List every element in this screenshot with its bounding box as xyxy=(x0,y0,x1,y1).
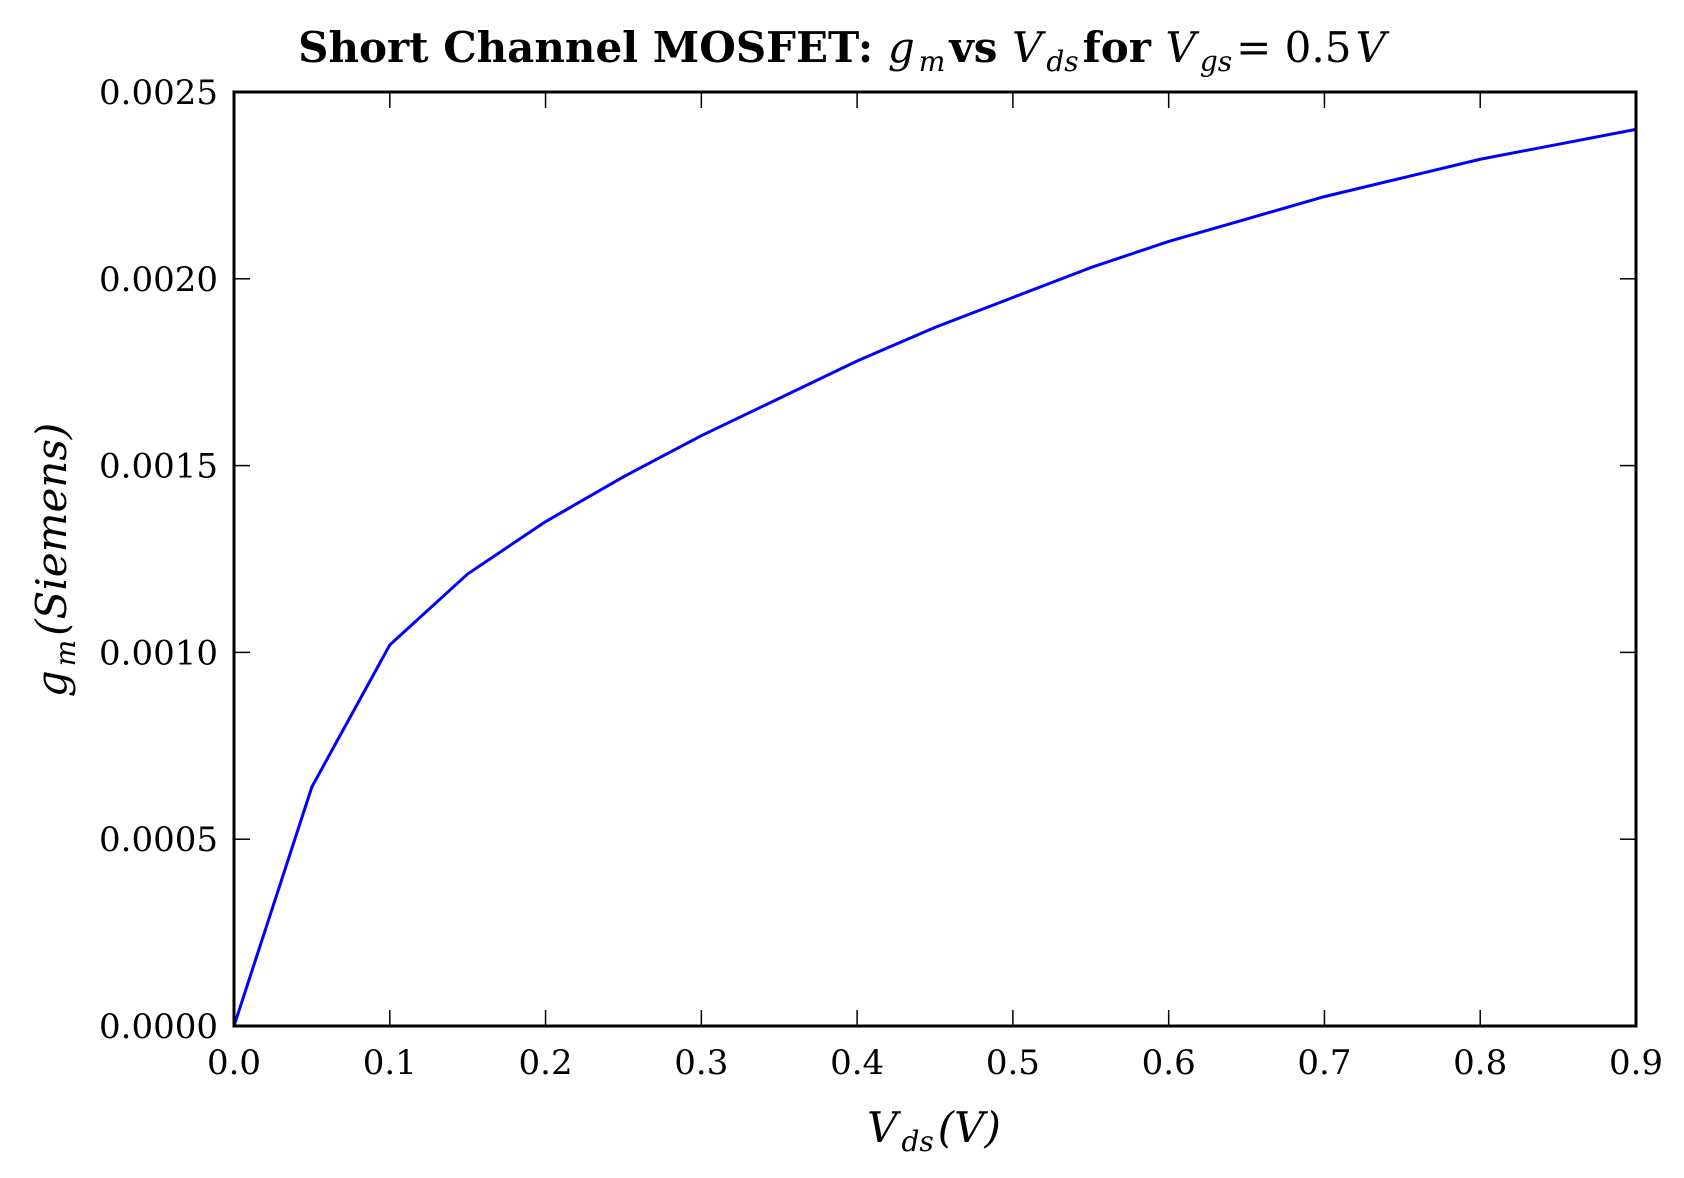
ylabel-sym: g xyxy=(27,670,76,697)
xlabel-sub: ds xyxy=(901,1125,933,1158)
x-tick-label: 0.4 xyxy=(830,1043,884,1083)
title-sub-gs: gs xyxy=(1200,45,1232,78)
ylabel-rest: (Siemens) xyxy=(27,423,76,636)
title-sym-vgs: V xyxy=(1165,23,1199,72)
x-tick-label: 0.1 xyxy=(363,1043,417,1083)
x-tick-label: 0.5 xyxy=(986,1043,1040,1083)
ylabel-sub: m xyxy=(49,640,82,667)
xlabel-rest: (V) xyxy=(938,1103,1001,1152)
title-tail-sym: V xyxy=(1355,23,1389,72)
x-tick-label: 0.9 xyxy=(1609,1043,1663,1083)
y-axis-label: g m (Siemens) xyxy=(27,423,82,698)
title-mid-vs: vs xyxy=(948,23,1012,72)
series-line-0 xyxy=(232,127,1637,1027)
x-tick-label: 0.7 xyxy=(1297,1043,1351,1083)
x-tick-label: 0.8 xyxy=(1453,1043,1507,1083)
x-tick-label: 0.2 xyxy=(519,1043,573,1083)
y-tick-label: 0.0020 xyxy=(99,260,218,300)
title-sub-ds: ds xyxy=(1046,45,1078,78)
y-tick-label: 0.0015 xyxy=(99,447,218,487)
title-tail: = 0.5 xyxy=(1236,23,1351,72)
title-sym-vds: V xyxy=(1012,23,1046,72)
y-tick-label: 0.0000 xyxy=(99,1007,218,1047)
title-prefix: Short Channel MOSFET: xyxy=(298,23,888,72)
x-axis-label: V ds (V) xyxy=(867,1103,1001,1158)
x-tick-label: 0.0 xyxy=(207,1043,261,1083)
xlabel-sym: V xyxy=(867,1103,901,1152)
y-tick-label: 0.0005 xyxy=(99,820,218,860)
y-tick-label: 0.0010 xyxy=(99,633,218,673)
title-mid-for: for xyxy=(1083,23,1166,72)
plot-area: 0.0 0.1 0.2 0.3 0.4 0.5 0.6 0.7 0.8 0.9 0.0000 0.00… xyxy=(99,73,1663,1083)
x-tick-label: 0.3 xyxy=(674,1043,728,1083)
title-sub-m: m xyxy=(919,45,946,78)
x-tick-label: 0.6 xyxy=(1142,1043,1196,1083)
y-tick-label: 0.0025 xyxy=(99,73,218,113)
title-sym-gm: g xyxy=(888,23,915,72)
chart-title: Short Channel MOSFET: g m vs V ds for V … xyxy=(298,23,1389,78)
plot-frame xyxy=(232,90,1638,1028)
